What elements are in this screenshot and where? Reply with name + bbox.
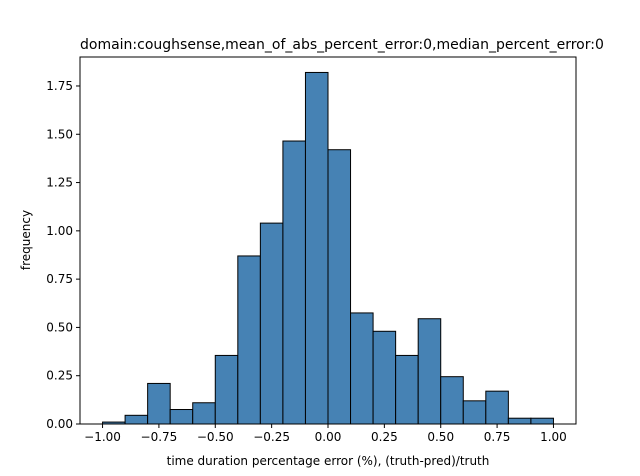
histogram-bar — [192, 402, 216, 425]
x-tick-label: −0.25 — [253, 430, 290, 444]
x-axis-ticks: −1.00 −0.75 −0.50 −0.25 0.00 0.25 0.50 0.75 1.00 — [84, 424, 567, 444]
histogram-bar — [417, 318, 442, 425]
histogram-bar — [214, 354, 239, 425]
histogram-bar — [350, 312, 374, 425]
histogram-bar — [395, 354, 419, 425]
y-axis-ticks: 0.00 0.25 0.50 0.75 1.00 1.25 1.50 1.75 — [46, 79, 80, 431]
y-tick-label: 0.50 — [46, 320, 73, 334]
histogram-bar — [372, 330, 397, 425]
x-tick-label: 0.25 — [371, 430, 398, 444]
histogram-bar — [147, 382, 171, 425]
histogram-bar — [237, 255, 261, 425]
chart-title: domain:coughsense,mean_of_abs_percent_er… — [80, 37, 604, 53]
histogram-bar — [304, 71, 329, 425]
histogram-bar — [124, 414, 149, 425]
x-tick-label: 0.00 — [315, 430, 342, 444]
y-tick-label: 0.75 — [46, 272, 73, 286]
y-tick-label: 1.00 — [46, 224, 73, 238]
x-axis-label: time duration percentage error (%), (tru… — [167, 454, 490, 468]
y-tick-label: 0.25 — [46, 369, 73, 383]
histogram-bar — [169, 409, 194, 425]
x-tick-label: −1.00 — [84, 430, 121, 444]
y-tick-label: 1.25 — [46, 176, 73, 190]
histogram-bar — [259, 222, 284, 425]
x-tick-label: 1.00 — [540, 430, 567, 444]
histogram-bar — [462, 400, 487, 425]
histogram-bar — [530, 417, 554, 425]
y-axis-label: frequency — [19, 210, 33, 270]
y-tick-label: 0.00 — [46, 417, 73, 431]
x-tick-label: −0.50 — [197, 430, 234, 444]
y-tick-label: 1.75 — [46, 79, 73, 93]
histogram-bar — [282, 140, 306, 425]
plot-frame — [79, 56, 577, 425]
histogram-bar — [485, 390, 509, 425]
x-tick-label: 0.75 — [484, 430, 511, 444]
histogram-bar — [327, 149, 352, 425]
bars-group — [102, 71, 554, 425]
histogram-bar — [507, 417, 532, 425]
y-tick-label: 1.50 — [46, 127, 73, 141]
x-tick-label: 0.50 — [427, 430, 454, 444]
histogram-bar — [440, 376, 464, 425]
x-tick-label: −0.75 — [141, 430, 178, 444]
